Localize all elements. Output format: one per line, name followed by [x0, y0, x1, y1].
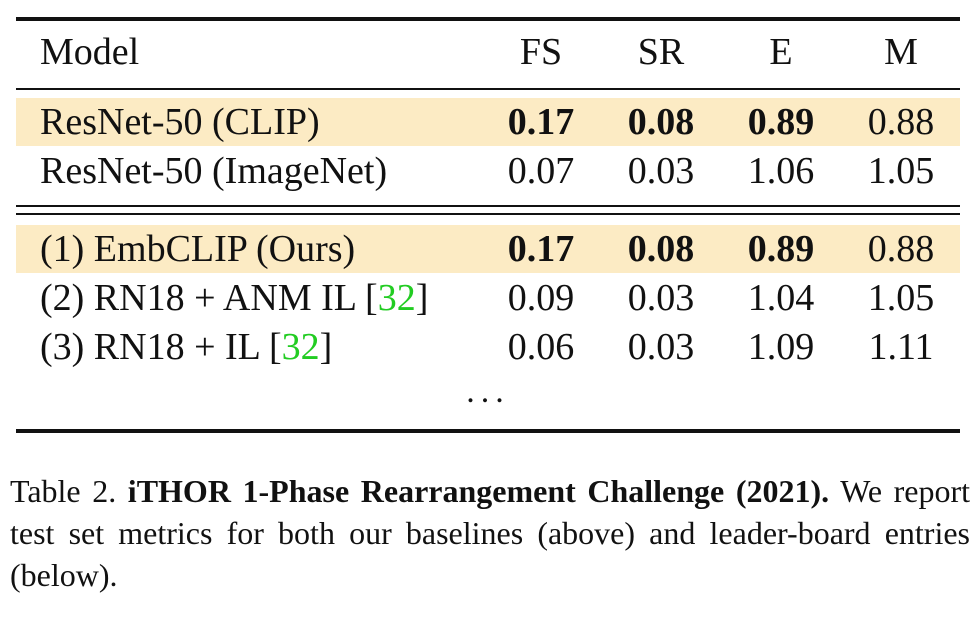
row-sr: 0.03	[627, 326, 695, 368]
table-top-rule	[16, 17, 960, 21]
section-double-rule-top	[16, 205, 960, 207]
table-caption: Table 2. iTHOR 1-Phase Rearrangement Cha…	[10, 470, 970, 596]
section-double-rule-bottom	[16, 213, 960, 215]
table-ellipsis: ...	[466, 373, 510, 410]
table-bottom-rule	[16, 429, 960, 433]
header-m: M	[884, 31, 918, 73]
table-row-resnet50-imagenet: ResNet-50 (ImageNet) 0.07 0.03 1.06 1.05	[16, 147, 960, 195]
row-model: (2) RN18 + ANM IL [32]	[40, 274, 428, 322]
row-m: 1.05	[867, 150, 935, 192]
table-row-embclip: (1) EmbCLIP (Ours) 0.17 0.08 0.89 0.88	[16, 225, 960, 273]
header-rule	[16, 88, 960, 90]
citation-link[interactable]: 32	[377, 277, 416, 319]
row-sr: 0.08	[627, 101, 695, 143]
header-e: E	[769, 31, 793, 73]
model-suffix: ]	[319, 326, 333, 368]
caption-label: Table 2.	[10, 473, 117, 509]
caption-title: iTHOR 1-Phase Rearrangement Challenge (2…	[127, 473, 830, 509]
row-fs: 0.17	[507, 228, 575, 270]
row-m: 1.11	[868, 326, 934, 368]
row-fs: 0.17	[507, 101, 575, 143]
header-sr: SR	[637, 31, 685, 73]
citation-link[interactable]: 32	[281, 326, 320, 368]
row-sr: 0.03	[627, 277, 695, 319]
row-e: 0.89	[747, 228, 815, 270]
row-e: 0.89	[747, 101, 815, 143]
table-row-rn18-anm-il: (2) RN18 + ANM IL [32] 0.09 0.03 1.04 1.…	[16, 274, 960, 322]
row-fs: 0.07	[507, 150, 575, 192]
row-fs: 0.09	[507, 277, 575, 319]
row-e: 1.04	[747, 277, 815, 319]
table-row-rn18-il: (3) RN18 + IL [32] 0.06 0.03 1.09 1.11	[16, 323, 960, 371]
row-e: 1.09	[747, 326, 815, 368]
row-sr: 0.03	[627, 150, 695, 192]
row-m: 0.88	[867, 101, 935, 143]
model-prefix: (3) RN18 + IL [	[40, 326, 282, 368]
row-m: 0.88	[867, 228, 935, 270]
row-fs: 0.06	[507, 326, 575, 368]
row-model: (1) EmbCLIP (Ours)	[40, 228, 356, 270]
row-model: (3) RN18 + IL [32]	[40, 323, 332, 371]
table-header-row: Model FS SR E M	[16, 28, 960, 76]
row-model: ResNet-50 (ImageNet)	[40, 150, 388, 192]
model-prefix: (2) RN18 + ANM IL [	[40, 277, 378, 319]
header-fs: FS	[519, 31, 563, 73]
row-model: ResNet-50 (CLIP)	[40, 101, 320, 143]
row-e: 1.06	[747, 150, 815, 192]
table-row-resnet50-clip: ResNet-50 (CLIP) 0.17 0.08 0.89 0.88	[16, 98, 960, 146]
model-suffix: ]	[415, 277, 429, 319]
header-model: Model	[40, 31, 140, 73]
row-m: 1.05	[867, 277, 935, 319]
caption-text: We report test set metrics for both our …	[10, 473, 971, 593]
row-sr: 0.08	[627, 228, 695, 270]
